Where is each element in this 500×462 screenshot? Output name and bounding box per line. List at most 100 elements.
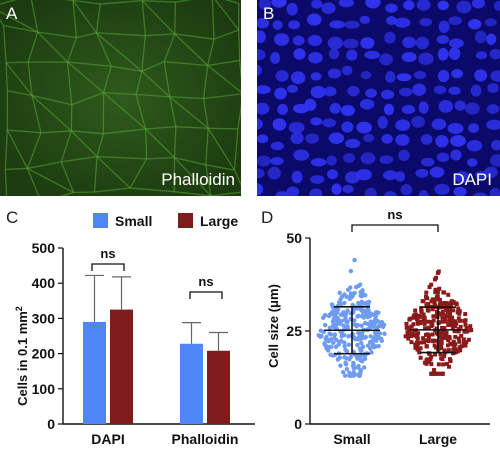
data-point-large — [429, 299, 434, 304]
data-point-small — [329, 344, 334, 350]
data-point-large — [442, 290, 447, 295]
data-point-large — [442, 353, 447, 358]
data-point-small — [351, 366, 357, 371]
data-point-small — [339, 330, 344, 336]
y-tick-label: 400 — [32, 275, 56, 291]
data-point-small — [340, 369, 346, 375]
data-point-small — [327, 325, 332, 331]
data-point-large — [423, 294, 428, 299]
data-point-large — [407, 317, 412, 322]
data-point-large — [456, 306, 461, 311]
data-point-large — [416, 331, 421, 336]
data-point-small — [345, 324, 350, 329]
data-point-small — [373, 314, 378, 319]
y-tick-label: 0 — [47, 416, 55, 432]
data-point-large — [432, 300, 437, 305]
data-point-small — [354, 354, 360, 359]
data-point-large — [418, 319, 423, 324]
data-point-small — [368, 334, 373, 339]
data-point-large — [463, 343, 468, 348]
data-point-large — [429, 354, 434, 359]
data-point-large — [411, 322, 416, 327]
data-point-small — [328, 332, 334, 337]
data-point-large — [466, 337, 471, 342]
data-point-small — [340, 312, 345, 318]
data-point-large — [409, 324, 414, 329]
data-point-small — [337, 355, 343, 360]
data-point-small — [339, 338, 344, 344]
data-point-large — [447, 336, 452, 341]
data-point-large — [450, 325, 455, 330]
significance-bracket — [189, 291, 223, 299]
data-point-small — [352, 257, 357, 263]
data-point-large — [422, 318, 427, 323]
data-point-small — [359, 332, 364, 337]
data-point-large — [448, 320, 453, 325]
data-point-large — [431, 314, 436, 319]
data-point-small — [369, 350, 374, 355]
data-point-large — [457, 318, 462, 323]
data-point-large — [459, 333, 464, 338]
data-point-large — [430, 332, 435, 337]
data-point-small — [376, 343, 381, 349]
data-point-large — [461, 337, 466, 342]
data-point-large — [452, 345, 457, 350]
data-point-large — [420, 299, 425, 304]
data-point-large — [448, 317, 453, 322]
data-point-small — [332, 332, 338, 337]
data-point-large — [427, 285, 432, 290]
data-point-small — [343, 347, 348, 353]
data-point-large — [424, 344, 429, 349]
data-point-large — [415, 319, 420, 324]
data-point-small — [354, 323, 359, 329]
data-point-large — [413, 345, 418, 350]
bar-large-phalloidin — [207, 350, 230, 424]
data-point-small — [338, 363, 343, 368]
data-point-small — [365, 308, 371, 313]
y-axis-label: Cells in 0.1 mm2 — [14, 306, 30, 406]
data-point-large — [447, 311, 452, 316]
data-point-small — [351, 360, 356, 366]
data-point-small — [338, 297, 343, 302]
data-point-large — [429, 371, 434, 376]
data-point-small — [328, 337, 334, 342]
data-point-small — [361, 315, 367, 320]
data-point-large — [438, 312, 443, 317]
data-point-small — [335, 307, 341, 312]
data-point-small — [322, 341, 327, 346]
data-point-large — [443, 319, 448, 324]
x-tick-label: Large — [419, 431, 457, 447]
data-point-small — [327, 312, 333, 317]
data-point-large — [421, 312, 426, 317]
data-point-small — [322, 322, 328, 328]
data-point-large — [434, 309, 439, 314]
data-point-small — [352, 318, 357, 323]
data-point-small — [358, 368, 364, 373]
data-point-large — [406, 336, 411, 341]
data-point-large — [433, 338, 438, 343]
data-point-small — [370, 319, 375, 325]
data-point-small — [342, 373, 348, 378]
data-point-small — [382, 331, 387, 336]
data-point-large — [456, 329, 461, 334]
data-point-small — [368, 311, 374, 316]
data-point-small — [331, 324, 336, 329]
data-point-small — [344, 367, 350, 372]
data-point-large — [447, 364, 452, 369]
data-point-large — [424, 290, 429, 295]
data-point-small — [379, 338, 385, 344]
data-point-large — [417, 350, 422, 355]
data-point-large — [454, 321, 459, 326]
dapi-micrograph — [257, 0, 500, 196]
data-point-large — [433, 287, 438, 292]
data-point-large — [429, 362, 434, 367]
data-point-large — [440, 326, 445, 331]
data-point-small — [362, 301, 367, 306]
data-point-large — [424, 338, 429, 343]
data-point-large — [417, 313, 422, 318]
cell-count-bar-chart: Small Large 0 100 200 300 400 500 DAPI Phalloid… — [14, 213, 255, 447]
data-point-large — [415, 321, 420, 326]
data-point-large — [451, 347, 456, 352]
data-point-small — [357, 373, 363, 378]
data-point-large — [425, 319, 430, 324]
